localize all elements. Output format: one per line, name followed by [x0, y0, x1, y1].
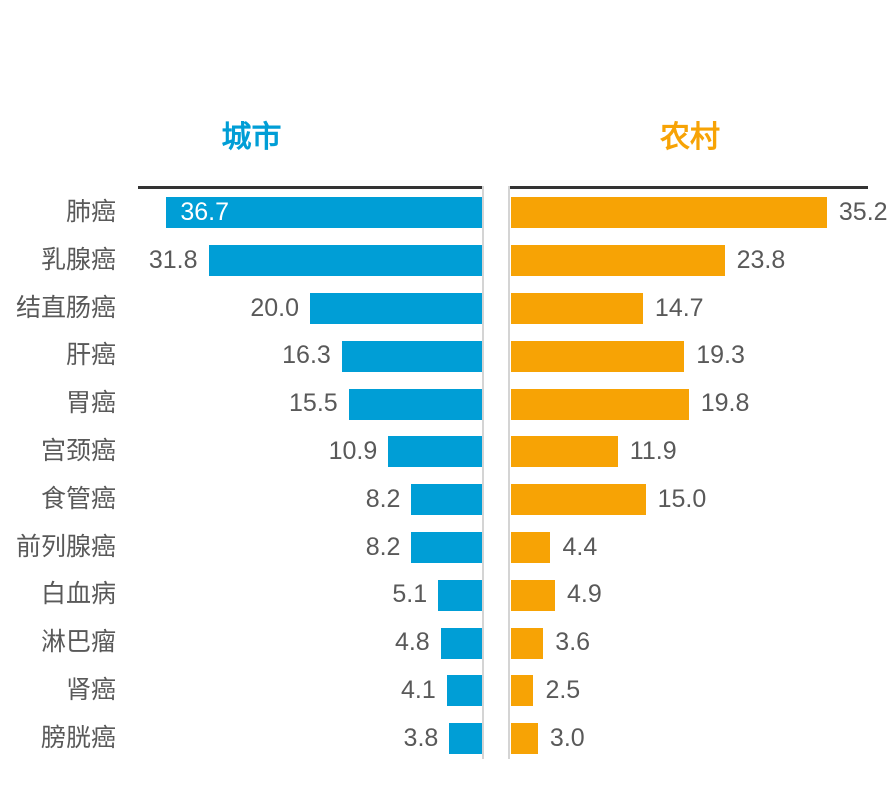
rural-bar — [511, 532, 551, 563]
rural-value-label: 4.4 — [562, 532, 598, 561]
urban-title: 城市 — [221, 121, 282, 154]
rural-value-label: 3.6 — [555, 628, 591, 657]
urban-bar — [449, 723, 482, 755]
rural-bar — [511, 340, 685, 372]
rural-value-label: 19.8 — [700, 389, 750, 418]
urban-bar — [341, 340, 482, 372]
urban-value-label: 8.2 — [365, 484, 401, 513]
urban-bar — [310, 293, 482, 324]
urban-value-label: 16.3 — [282, 341, 331, 370]
category-label: 前列腺癌 — [15, 532, 116, 561]
category-label: 乳腺癌 — [40, 245, 116, 274]
rural-value-label: 3.0 — [549, 723, 585, 752]
category-label: 白血病 — [40, 580, 116, 609]
category-label: 食管癌 — [40, 484, 116, 513]
urban-bar — [348, 388, 482, 420]
urban-bar — [411, 484, 482, 516]
urban-value-label: 15.5 — [289, 389, 338, 418]
category-label: 宫颈癌 — [40, 437, 116, 465]
rural-value-label: 35.2 — [838, 198, 888, 226]
rural-bar — [511, 627, 544, 659]
rural-value-label: 11.9 — [629, 437, 677, 465]
rural-value-label: 2.5 — [545, 676, 581, 704]
urban-top-axis-line — [138, 186, 484, 189]
category-label: 肝癌 — [65, 341, 116, 370]
rural-title: 农村 — [660, 121, 720, 154]
urban-bar — [411, 532, 482, 563]
urban-bar — [208, 245, 482, 277]
rural-value-label: 4.9 — [566, 580, 602, 609]
rural-bar — [511, 245, 725, 277]
urban-baseline — [482, 186, 484, 759]
rural-value-label: 14.7 — [654, 293, 704, 322]
rural-bar — [511, 723, 538, 755]
urban-value-label: 10.9 — [328, 437, 378, 465]
category-label: 胃癌 — [65, 389, 116, 418]
urban-bar — [446, 675, 482, 707]
rural-bar — [511, 388, 689, 420]
category-label: 膀胱癌 — [40, 723, 116, 752]
rural-value-label: 23.8 — [736, 245, 786, 274]
urban-value-label: 4.1 — [400, 676, 436, 704]
urban-bar — [388, 436, 482, 468]
urban-value-label: 31.8 — [148, 245, 198, 274]
urban-value-label: 3.8 — [403, 723, 439, 752]
category-label: 结直肠癌 — [15, 293, 116, 322]
urban-value-label: 20.0 — [250, 293, 299, 322]
urban-bar — [166, 197, 482, 229]
rural-bar — [511, 197, 827, 229]
rural-value-label: 19.3 — [696, 341, 745, 370]
rural-bar — [511, 293, 643, 324]
rural-bar — [511, 436, 618, 468]
rural-baseline — [508, 186, 510, 759]
urban-value-label: 8.2 — [365, 532, 401, 561]
urban-value-label: 36.7 — [180, 198, 230, 226]
rural-value-label: 15.0 — [657, 484, 707, 513]
rural-bar — [511, 484, 646, 516]
urban-value-label: 4.8 — [394, 628, 430, 657]
category-label: 肾癌 — [65, 676, 116, 704]
urban-bar — [440, 627, 482, 659]
category-label: 肺癌 — [65, 198, 116, 226]
urban-value-label: 5.1 — [392, 580, 428, 609]
rural-top-axis-line — [509, 186, 868, 189]
category-label: 淋巴瘤 — [40, 628, 116, 657]
rural-bar — [511, 675, 534, 707]
rural-bar — [511, 579, 555, 611]
urban-bar — [438, 579, 482, 611]
